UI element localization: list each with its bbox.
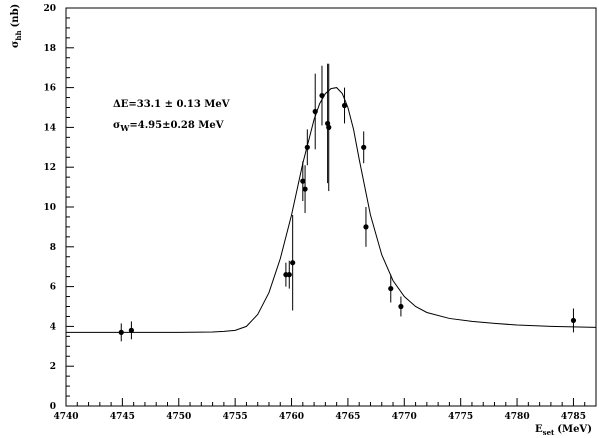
data-point (570, 317, 577, 324)
data-point (302, 186, 308, 192)
sigma-w-value: =4.95±0.28 MeV (129, 120, 223, 131)
data-point (290, 260, 296, 266)
y-tick-label: 0 (50, 402, 56, 412)
data-point (341, 102, 348, 109)
y-tick-label: 10 (43, 203, 56, 213)
y-axis-title: σhh (nb) (10, 4, 23, 48)
sigma-w-subscript: W (119, 123, 130, 133)
fit-layer (66, 87, 597, 333)
y-tick-label: 18 (43, 44, 56, 54)
x-tick-label: 4760 (279, 412, 304, 422)
x-tick-label: 4740 (53, 412, 78, 422)
y-axis-title-sub: hh (14, 30, 23, 40)
data-point (398, 303, 404, 310)
x-tick-label: 4775 (448, 412, 473, 422)
y-axis-title-unit: (nb) (10, 4, 21, 28)
data-point (361, 144, 367, 150)
x-tick-label: 4765 (335, 412, 360, 422)
data-point (128, 327, 135, 333)
x-axis-title: Eset (MeV) (535, 424, 592, 437)
x-axis-title-unit: (MeV) (557, 424, 592, 435)
y-tick-label: 12 (43, 163, 56, 173)
fit-curve (66, 87, 597, 333)
y-tick-label: 6 (50, 283, 56, 293)
annotation-sigma-w: σW=4.95±0.28 MeV (113, 120, 224, 133)
y-tick-label: 16 (43, 84, 56, 94)
x-tick-label: 4750 (166, 412, 191, 422)
data-point (312, 108, 318, 115)
y-tick-label: 4 (50, 322, 56, 332)
data-point (319, 92, 325, 99)
plot-frame (65, 7, 597, 407)
x-tick-label: 4785 (561, 412, 586, 422)
data-point (118, 329, 124, 335)
x-tick-label: 4755 (223, 412, 248, 422)
data-point (388, 285, 394, 292)
sigma-w-symbol: σ (113, 120, 120, 131)
data-point (300, 178, 306, 184)
data-point (326, 124, 332, 130)
x-tick-label: 4780 (505, 412, 530, 422)
axes-layer: 4740 4745 4750 4755 4760 4765 4770 4775 4780 4785… (43, 4, 597, 422)
points-layer (118, 63, 577, 342)
x-tick-label: 4770 (392, 412, 417, 422)
y-axis-title-main: σ (10, 41, 21, 48)
data-point (286, 272, 292, 278)
y-tick-label: 2 (50, 362, 56, 372)
x-tick-label: 4745 (110, 412, 135, 422)
y-tick-label: 20 (43, 4, 56, 14)
data-point (304, 144, 310, 150)
y-tick-label: 14 (43, 123, 56, 133)
x-axis-title-main: E (535, 424, 543, 435)
annotation-delta-e: ΔE=33.1 ± 0.13 MeV (113, 99, 230, 110)
x-axis-title-sub: set (543, 428, 555, 437)
data-point (363, 224, 369, 230)
y-tick-label: 8 (50, 243, 56, 253)
